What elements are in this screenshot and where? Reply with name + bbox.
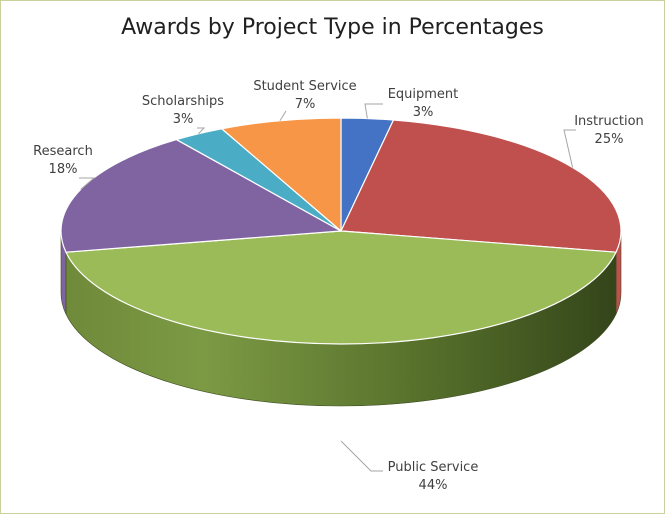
leader-lines xyxy=(79,103,576,472)
leader-line-instruction xyxy=(563,129,576,168)
data-label-name-equipment: Equipment xyxy=(388,87,459,102)
data-label-name-student-service: Student Service xyxy=(253,79,356,94)
data-label-value-student-service: 7% xyxy=(295,97,316,112)
data-label-value-public-service: 44% xyxy=(419,478,448,493)
leader-line-student-service xyxy=(279,110,287,121)
chart-title: Awards by Project Type in Percentages xyxy=(121,15,544,40)
data-label-name-public-service: Public Service xyxy=(388,460,479,475)
leader-line-scholarships xyxy=(197,127,206,135)
pie-top-layer xyxy=(60,117,622,345)
pie-slice-student-service xyxy=(221,117,342,232)
data-label-name-scholarships: Scholarships xyxy=(142,94,224,109)
data-label-name-research: Research xyxy=(33,144,93,159)
pie-slice-public-service xyxy=(65,230,617,345)
leader-line-research xyxy=(79,177,96,190)
data-label-value-research: 18% xyxy=(49,162,78,177)
data-labels: Equipment 3% Instruction 25% Public Service 4… xyxy=(33,79,644,493)
data-label-name-instruction: Instruction xyxy=(574,114,644,129)
pie-slice-instruction xyxy=(340,119,622,253)
data-label-value-scholarships: 3% xyxy=(173,112,194,127)
leader-line-equipment xyxy=(364,103,383,119)
data-label-value-equipment: 3% xyxy=(413,105,434,120)
leader-line-public-service xyxy=(340,440,383,472)
data-label-value-instruction: 25% xyxy=(595,132,624,147)
